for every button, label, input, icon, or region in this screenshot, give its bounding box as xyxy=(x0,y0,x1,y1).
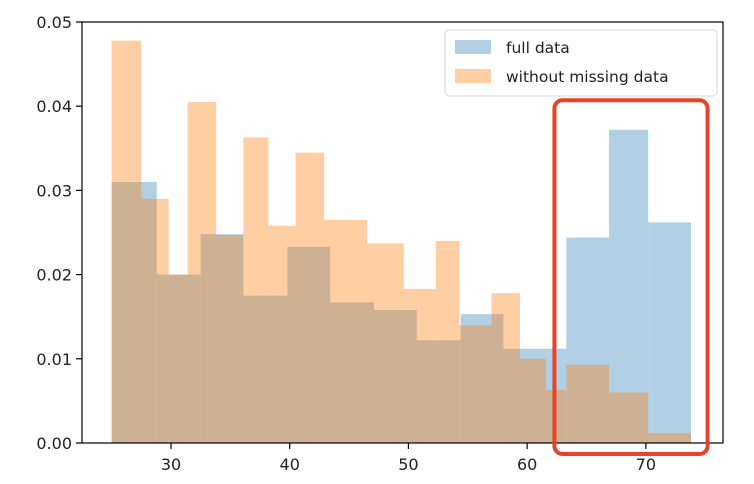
legend-label-without-missing-data: without missing data xyxy=(506,68,669,86)
bar-series-0-bin-9 xyxy=(503,348,547,443)
x-tick-label-3: 60 xyxy=(517,455,537,474)
bar-series-1-bin-10 xyxy=(403,288,436,443)
bar-series-0-bin-7 xyxy=(416,340,461,443)
x-tick-label-4: 70 xyxy=(636,455,656,474)
y-tick-label-2: 0.02 xyxy=(36,266,72,285)
x-tick-label-0: 30 xyxy=(161,455,181,474)
bar-series-0-bin-8 xyxy=(460,314,504,443)
bar-series-1-bin-12 xyxy=(459,325,492,443)
bar-series-1-bin-3 xyxy=(187,101,217,444)
bar-series-1-bin-4 xyxy=(216,235,244,443)
x-tick-label-2: 50 xyxy=(398,455,418,474)
bar-series-1-bin-1 xyxy=(141,198,169,443)
bar-series-0-bin-6 xyxy=(374,309,417,443)
bar-series-1-bin-13 xyxy=(491,293,521,443)
bar-series-1-bin-8 xyxy=(324,219,367,443)
bar-series-0-bin-13 xyxy=(648,222,691,443)
highlight-annotation-box xyxy=(552,98,710,456)
bar-series-0-bin-11 xyxy=(566,237,610,443)
bar-series-0-bin-4 xyxy=(287,246,331,443)
bar-series-1-bin-2 xyxy=(168,274,188,443)
bar-series-1-bin-11 xyxy=(435,240,460,443)
bar-series-0-bin-1 xyxy=(156,274,201,443)
legend-box xyxy=(444,29,718,97)
legend: full data without missing data xyxy=(444,29,718,97)
y-tick-label-1: 0.01 xyxy=(36,350,72,369)
bar-series-1-bin-14 xyxy=(520,358,547,443)
axes-frame xyxy=(81,21,724,444)
legend-label-full-data: full data xyxy=(506,39,570,57)
bar-series-1-bin-6 xyxy=(268,225,296,443)
bar-series-1-bin-16 xyxy=(566,364,610,443)
bar-series-1-bin-9 xyxy=(366,243,404,443)
x-axis: 30 40 50 60 70 xyxy=(161,443,656,474)
bar-series-0-bin-2 xyxy=(200,234,244,443)
bar-series-1-bin-5 xyxy=(243,137,269,443)
bar-series-1-bin-7 xyxy=(295,152,325,443)
y-tick-label-0: 0.00 xyxy=(36,434,72,453)
bar-series-0-bin-12 xyxy=(609,129,649,443)
legend-swatch-without-missing-data xyxy=(455,69,491,83)
y-tick-label-4: 0.04 xyxy=(36,97,72,116)
legend-swatch-full-data xyxy=(455,40,491,54)
y-tick-label-3: 0.03 xyxy=(36,181,72,200)
y-axis: 0.00 0.01 0.02 0.03 0.04 0.05 xyxy=(36,13,82,453)
bars-layer xyxy=(111,40,691,444)
bar-series-1-bin-0 xyxy=(111,40,142,444)
bar-series-0-bin-5 xyxy=(330,302,375,443)
bar-series-1-bin-18 xyxy=(648,432,691,443)
y-tick-label-5: 0.05 xyxy=(36,13,72,32)
bar-series-0-bin-0 xyxy=(111,181,157,444)
bar-series-1-bin-17 xyxy=(609,392,649,443)
x-tick-label-1: 40 xyxy=(280,455,300,474)
bar-series-0-bin-3 xyxy=(243,295,288,443)
